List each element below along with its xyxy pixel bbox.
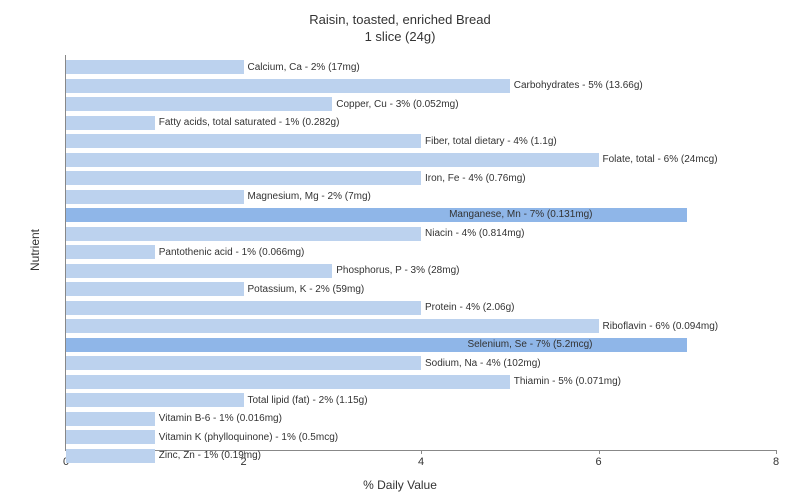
bar-label: Fiber, total dietary - 4% (1.1g) (425, 136, 557, 147)
title-line-2: 1 slice (24g) (0, 29, 800, 46)
x-tick: 4 (418, 456, 424, 468)
plot-area: 02468Calcium, Ca - 2% (17mg)Carbohydrate… (65, 55, 776, 451)
bar-label: Sodium, Na - 4% (102mg) (425, 358, 541, 369)
bar (66, 153, 599, 167)
bar-row: Zinc, Zn - 1% (0.19mg) (66, 449, 261, 463)
bar-label: Riboflavin - 6% (0.094mg) (603, 321, 719, 332)
bar-row: Riboflavin - 6% (0.094mg) (66, 319, 718, 333)
bar (66, 97, 332, 111)
bar-label: Selenium, Se - 7% (5.2mcg) (467, 339, 592, 350)
bar (66, 393, 244, 407)
bar-row: Carbohydrates - 5% (13.66g) (66, 79, 643, 93)
bar-label: Vitamin B-6 - 1% (0.016mg) (159, 413, 282, 424)
bar (66, 301, 421, 315)
bar-row: Pantothenic acid - 1% (0.066mg) (66, 245, 304, 259)
bar (66, 208, 687, 222)
bar-row: Manganese, Mn - 7% (0.131mg) (66, 208, 687, 222)
chart-title: Raisin, toasted, enriched Bread 1 slice … (0, 0, 800, 46)
bar-label: Pantothenic acid - 1% (0.066mg) (159, 247, 305, 258)
bar-row: Potassium, K - 2% (59mg) (66, 282, 364, 296)
bar-label: Fatty acids, total saturated - 1% (0.282… (159, 117, 340, 128)
bar-label: Calcium, Ca - 2% (17mg) (248, 62, 360, 73)
bar-row: Phosphorus, P - 3% (28mg) (66, 264, 459, 278)
bar-row: Vitamin K (phylloquinone) - 1% (0.5mcg) (66, 430, 338, 444)
y-axis-label: Nutrient (28, 229, 42, 271)
bar (66, 319, 599, 333)
bar-row: Fatty acids, total saturated - 1% (0.282… (66, 116, 339, 130)
bar-row: Thiamin - 5% (0.071mg) (66, 375, 621, 389)
bar (66, 264, 332, 278)
bar-label: Niacin - 4% (0.814mg) (425, 228, 524, 239)
bar (66, 79, 510, 93)
title-line-1: Raisin, toasted, enriched Bread (0, 12, 800, 29)
bar-row: Iron, Fe - 4% (0.76mg) (66, 171, 526, 185)
bar-row: Selenium, Se - 7% (5.2mcg) (66, 338, 687, 352)
bar (66, 227, 421, 241)
bar-row: Sodium, Na - 4% (102mg) (66, 356, 541, 370)
bar-row: Niacin - 4% (0.814mg) (66, 227, 524, 241)
bar-label: Protein - 4% (2.06g) (425, 302, 515, 313)
bar (66, 430, 155, 444)
bar-label: Manganese, Mn - 7% (0.131mg) (449, 209, 592, 220)
bar-row: Protein - 4% (2.06g) (66, 301, 515, 315)
bar-row: Copper, Cu - 3% (0.052mg) (66, 97, 459, 111)
x-tick-mark (599, 450, 600, 454)
bar-label: Vitamin K (phylloquinone) - 1% (0.5mcg) (159, 432, 338, 443)
bar-label: Phosphorus, P - 3% (28mg) (336, 265, 459, 276)
bar-row: Fiber, total dietary - 4% (1.1g) (66, 134, 557, 148)
bar (66, 171, 421, 185)
x-tick: 8 (773, 456, 779, 468)
bar-label: Potassium, K - 2% (59mg) (248, 284, 365, 295)
bar-label: Copper, Cu - 3% (0.052mg) (336, 99, 458, 110)
bar (66, 412, 155, 426)
x-axis-label: % Daily Value (363, 478, 437, 492)
bar (66, 375, 510, 389)
bar-label: Total lipid (fat) - 2% (1.15g) (248, 395, 368, 406)
bar-label: Thiamin - 5% (0.071mg) (514, 376, 621, 387)
bar (66, 282, 244, 296)
bar (66, 356, 421, 370)
bar-label: Iron, Fe - 4% (0.76mg) (425, 173, 526, 184)
bar (66, 190, 244, 204)
x-tick-mark (421, 450, 422, 454)
bar (66, 134, 421, 148)
nutrient-chart: Raisin, toasted, enriched Bread 1 slice … (0, 0, 800, 500)
x-tick: 6 (595, 456, 601, 468)
x-tick-mark (776, 450, 777, 454)
bar-row: Folate, total - 6% (24mcg) (66, 153, 718, 167)
bar-label: Folate, total - 6% (24mcg) (603, 154, 718, 165)
bar-label: Zinc, Zn - 1% (0.19mg) (159, 450, 261, 461)
bar (66, 60, 244, 74)
bar-label: Magnesium, Mg - 2% (7mg) (248, 191, 371, 202)
bar (66, 449, 155, 463)
bar-row: Magnesium, Mg - 2% (7mg) (66, 190, 371, 204)
bar (66, 116, 155, 130)
bar (66, 338, 687, 352)
bar-label: Carbohydrates - 5% (13.66g) (514, 80, 643, 91)
bar-row: Vitamin B-6 - 1% (0.016mg) (66, 412, 282, 426)
bar (66, 245, 155, 259)
bar-row: Total lipid (fat) - 2% (1.15g) (66, 393, 368, 407)
bar-row: Calcium, Ca - 2% (17mg) (66, 60, 360, 74)
